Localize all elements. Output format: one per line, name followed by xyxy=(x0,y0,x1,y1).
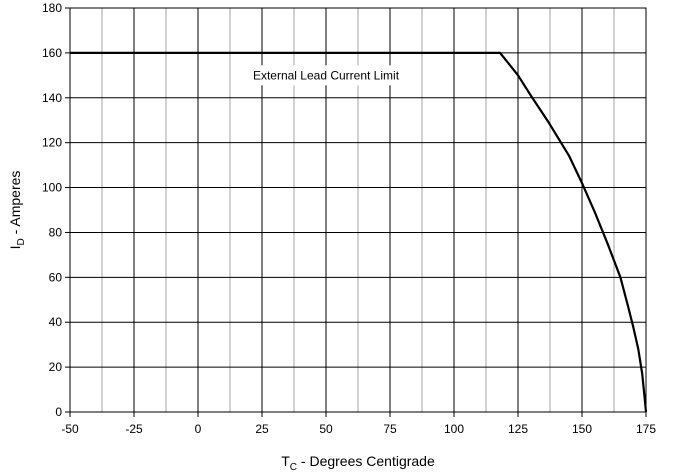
annotation-background xyxy=(246,65,406,86)
y-axis-title-main: I xyxy=(7,246,23,250)
y-axis-title-sub: D xyxy=(16,238,27,245)
x-axis-title-sub: C xyxy=(290,462,297,473)
y-tick-label: 20 xyxy=(49,360,63,374)
x-axis-title: TC - Degrees Centigrade xyxy=(281,453,435,473)
x-axis-title-main: T xyxy=(281,453,290,469)
x-tick-label: 175 xyxy=(636,422,656,436)
x-tick-label: -25 xyxy=(125,422,143,436)
x-tick-label: -50 xyxy=(61,422,79,436)
y-tick-label: 140 xyxy=(42,91,62,105)
y-axis-title: ID - Amperes xyxy=(7,171,27,250)
y-tick-label: 180 xyxy=(42,1,62,15)
y-tick-label: 0 xyxy=(55,405,62,419)
x-tick-label: 50 xyxy=(319,422,333,436)
x-tick-label: 0 xyxy=(195,422,202,436)
y-tick-label: 160 xyxy=(42,46,62,60)
y-axis-title-rest: - Amperes xyxy=(7,171,23,239)
series-line xyxy=(70,51,648,413)
x-tick-labels: -50 -25 0 25 50 75 100 125 150 175 xyxy=(61,412,656,436)
annotation-label: External Lead Current Limit xyxy=(253,68,400,82)
x-tick-label: 125 xyxy=(508,422,528,436)
y-tick-labels: 0 20 40 60 80 100 120 140 160 180 xyxy=(42,1,70,419)
series-layer xyxy=(70,51,648,413)
y-tick-label: 60 xyxy=(49,270,63,284)
y-tick-label: 80 xyxy=(49,225,63,239)
y-tick-label: 100 xyxy=(42,181,62,195)
plot-frame xyxy=(69,7,647,413)
x-tick-label: 100 xyxy=(444,422,464,436)
x-tick-label: 150 xyxy=(572,422,592,436)
y-tick-label: 40 xyxy=(49,315,63,329)
x-axis-title-rest: - Degrees Centigrade xyxy=(297,453,435,469)
x-tick-label: 75 xyxy=(383,422,397,436)
y-tick-label: 120 xyxy=(42,136,62,150)
x-tick-label: 25 xyxy=(255,422,269,436)
